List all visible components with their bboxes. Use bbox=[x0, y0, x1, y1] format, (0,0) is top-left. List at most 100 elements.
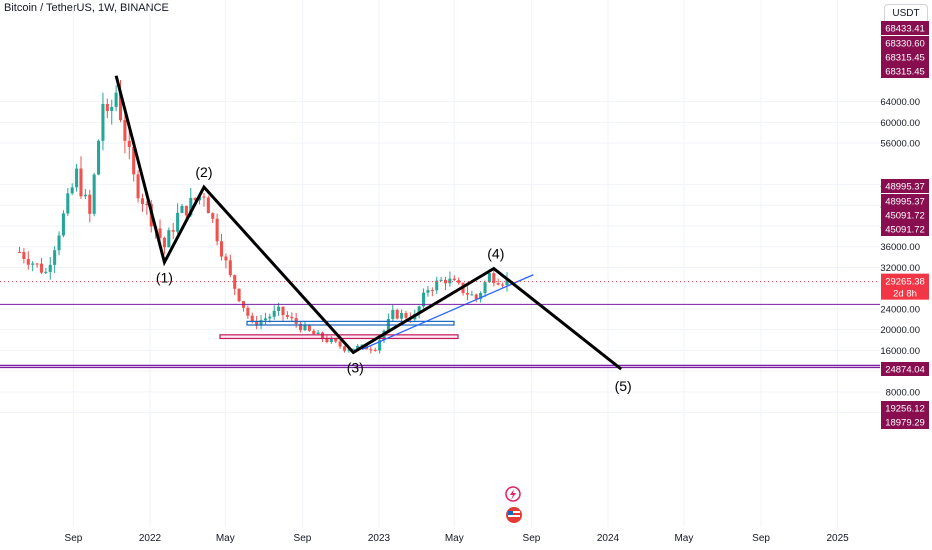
price-badge-label: 19256.12 bbox=[885, 404, 925, 415]
candle-body bbox=[316, 332, 320, 334]
drawings bbox=[0, 274, 880, 369]
candle-body bbox=[320, 332, 325, 339]
candle-body bbox=[272, 310, 276, 317]
candle-body bbox=[202, 196, 206, 198]
candle-body bbox=[465, 293, 470, 295]
price-badge-label: 48995.37 bbox=[885, 197, 925, 208]
candle-body bbox=[391, 309, 395, 319]
candle-body bbox=[132, 147, 136, 175]
candle-body bbox=[299, 323, 303, 331]
last-price-label: 29265.38 bbox=[885, 277, 925, 288]
candle-body bbox=[268, 316, 272, 319]
last-price-badge bbox=[881, 273, 929, 300]
candle-body bbox=[22, 252, 26, 260]
candle-body bbox=[448, 278, 452, 284]
trendline bbox=[361, 274, 534, 350]
lightning-bolt-icon bbox=[510, 489, 516, 500]
time-tick-label: 2025 bbox=[827, 533, 850, 544]
flag-stripe bbox=[508, 515, 520, 517]
event-icons bbox=[505, 486, 522, 523]
candle-body bbox=[277, 306, 281, 311]
candle-body bbox=[171, 230, 175, 232]
candle-body bbox=[395, 309, 399, 319]
candle-body bbox=[492, 273, 496, 284]
candle-body bbox=[228, 260, 232, 276]
time-tick-label: 2022 bbox=[139, 533, 162, 544]
price-badge bbox=[881, 194, 929, 208]
candle-body bbox=[110, 106, 114, 112]
candle-body bbox=[303, 325, 307, 331]
candle-body bbox=[176, 212, 180, 232]
price-badge bbox=[881, 222, 929, 236]
candle-body bbox=[255, 320, 259, 326]
price-badge-label: 68330.60 bbox=[885, 39, 925, 50]
candle-body bbox=[97, 140, 101, 175]
candle-body bbox=[505, 279, 509, 286]
grid bbox=[0, 0, 880, 527]
candle-body bbox=[127, 140, 131, 148]
time-tick-label: 2023 bbox=[368, 533, 391, 544]
candle-body bbox=[439, 279, 443, 281]
candle-body bbox=[88, 194, 92, 214]
price-badge-label: 24874.04 bbox=[885, 365, 925, 376]
candle-body bbox=[26, 259, 30, 265]
elliott-wave: (1) (2) (3) (4) (5) bbox=[114, 75, 632, 394]
candle-body bbox=[422, 292, 426, 307]
candle-body bbox=[61, 213, 65, 236]
candle-body bbox=[92, 174, 96, 214]
price-badge bbox=[881, 401, 929, 415]
time-axis: Sep 2022 May Sep 2023 May Sep 2024 May Sep 2025 bbox=[65, 533, 850, 544]
price-tick-label: 32000.00 bbox=[880, 263, 920, 274]
chart-title: Bitcoin / TetherUS, 1W, BINANCE bbox=[4, 2, 169, 14]
candle-body bbox=[369, 349, 373, 351]
candle-body bbox=[470, 294, 474, 296]
candle-body bbox=[246, 307, 250, 316]
candle-body bbox=[496, 283, 500, 285]
time-tick-label: May bbox=[674, 533, 693, 544]
wave-label: (1) bbox=[156, 269, 173, 285]
candle-body bbox=[457, 280, 461, 283]
candle-body bbox=[483, 282, 487, 293]
candle-body bbox=[224, 256, 228, 261]
price-badge-label: 18979.29 bbox=[885, 418, 925, 429]
candle-body bbox=[57, 235, 61, 251]
candle-body bbox=[39, 263, 43, 273]
candle-body bbox=[105, 103, 109, 112]
time-tick-label: Sep bbox=[752, 533, 770, 544]
candle-body bbox=[17, 251, 22, 253]
candle-body bbox=[140, 198, 145, 204]
candle-body bbox=[233, 275, 237, 289]
candle-body bbox=[145, 203, 149, 205]
wave-label: (3) bbox=[347, 359, 364, 375]
price-axis: 64000.0060000.0056000.0048000.0044000.00… bbox=[880, 21, 929, 429]
candle-body bbox=[158, 228, 162, 238]
candle-body bbox=[53, 250, 57, 265]
candle-body bbox=[123, 120, 127, 141]
time-tick-label: May bbox=[445, 533, 464, 544]
price-tick-label: 20000.00 bbox=[880, 325, 920, 336]
candle-body bbox=[250, 315, 254, 321]
price-badge bbox=[881, 362, 929, 376]
candle-body bbox=[189, 197, 193, 216]
candle-body bbox=[66, 193, 70, 214]
candle-body bbox=[360, 344, 364, 346]
price-badge-label: 68315.45 bbox=[885, 67, 925, 78]
candle-body bbox=[338, 341, 342, 347]
candle-body bbox=[378, 340, 382, 351]
price-tick-label: 16000.00 bbox=[880, 346, 920, 357]
candle-body bbox=[206, 197, 210, 214]
candle-body bbox=[211, 213, 215, 219]
candle-body bbox=[426, 290, 430, 293]
price-badge-label: 48995.37 bbox=[885, 182, 925, 193]
countdown-label: 2d 8h bbox=[893, 289, 917, 300]
wave-label: (5) bbox=[615, 378, 632, 394]
candle-body bbox=[290, 316, 294, 319]
candle-body bbox=[347, 349, 351, 351]
candle-body bbox=[70, 187, 74, 194]
price-tick-label: 8000.00 bbox=[886, 387, 920, 398]
price-badge bbox=[881, 208, 929, 222]
candle-body bbox=[31, 263, 35, 265]
candle-body bbox=[83, 194, 87, 197]
candle-body bbox=[342, 346, 347, 351]
